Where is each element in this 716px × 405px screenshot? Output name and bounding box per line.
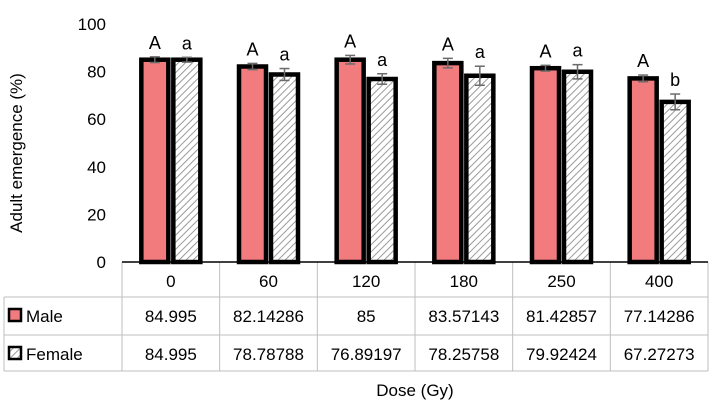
significance-letter: a <box>572 41 583 61</box>
bar-male <box>432 60 464 265</box>
bar-male <box>236 64 269 265</box>
data-table-value: 84.995 <box>145 345 197 364</box>
bar-male <box>334 57 366 265</box>
y-tick-label: 40 <box>87 158 106 177</box>
data-table-value: 78.78788 <box>233 345 304 364</box>
y-axis-ticks: 0 20 40 60 80 100 <box>78 15 106 272</box>
y-tick-label: 80 <box>87 63 106 82</box>
significance-letter: b <box>670 70 680 90</box>
data-table-value: 79.92424 <box>526 345 597 364</box>
significance-letter: A <box>344 31 356 51</box>
data-table-value: 67.27273 <box>624 345 695 364</box>
data-table-value: 78.25758 <box>428 345 499 364</box>
legend-label-male: Male <box>26 307 63 326</box>
legend-swatch-female <box>7 345 23 361</box>
bar-female <box>268 72 301 265</box>
legend-swatch-male <box>7 307 23 323</box>
significance-letter: a <box>182 33 193 53</box>
bar-female <box>464 73 496 265</box>
data-table-value: 76.89197 <box>331 345 402 364</box>
x-axis-title: Dose (Gy) <box>376 381 453 400</box>
x-tick-label: 180 <box>450 272 478 291</box>
bar-female <box>171 57 203 265</box>
data-table-value: 85 <box>357 307 376 326</box>
data-table-value: 84.995 <box>145 307 197 326</box>
x-tick-label: 250 <box>547 272 575 291</box>
y-tick-label: 100 <box>78 15 106 34</box>
significance-letter: A <box>149 33 161 53</box>
significance-letter: a <box>475 42 486 62</box>
y-tick-label: 60 <box>87 110 106 129</box>
y-axis-title: Adult emergence (%) <box>7 73 26 233</box>
significance-letter: A <box>637 51 649 71</box>
data-table-value: 83.57143 <box>428 307 499 326</box>
x-tick-label: 0 <box>166 272 175 291</box>
bar-male <box>627 76 659 265</box>
significance-letter: A <box>539 41 551 61</box>
bar-female <box>366 76 398 265</box>
significance-letter: a <box>377 50 388 70</box>
bar-female <box>659 99 691 265</box>
x-tick-label: 120 <box>352 272 380 291</box>
bar-female <box>561 69 594 265</box>
significance-letter: A <box>442 34 454 54</box>
significance-letter: A <box>246 39 258 59</box>
bar-male <box>139 57 171 265</box>
bar-male <box>529 65 562 265</box>
legend-label-female: Female <box>26 345 83 364</box>
y-tick-label: 0 <box>97 253 106 272</box>
y-tick-label: 20 <box>87 205 106 224</box>
data-table-value: 82.14286 <box>233 307 304 326</box>
data-table-value: 81.42857 <box>526 307 597 326</box>
data-table-value: 77.14286 <box>624 307 695 326</box>
significance-letter: a <box>279 45 290 65</box>
data-table: 0 60 120 180 250 400 Male 84.995 82.14286 85 83.57… <box>3 261 709 372</box>
x-tick-label: 60 <box>259 272 278 291</box>
x-tick-label: 400 <box>645 272 673 291</box>
